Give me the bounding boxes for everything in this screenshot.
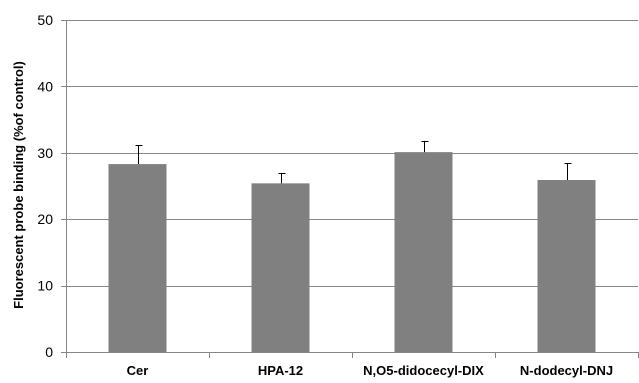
x-category-label-1: Cer (127, 363, 149, 378)
error-bars (136, 141, 572, 183)
x-category-labels: Cer HPA-12 N,O5-didocecyl-DIX N-dodecyl-DNJ (127, 363, 613, 378)
bar-3 (395, 152, 453, 352)
y-tick-labels: 0 10 20 30 40 50 (37, 12, 53, 360)
bar-1 (109, 164, 167, 352)
y-axis-title: Fluorescent probe binding (%of control) (11, 61, 26, 309)
y-tick-label-10: 10 (37, 278, 53, 294)
y-tick-label-0: 0 (45, 344, 53, 360)
bars (109, 152, 596, 352)
y-tick-label-50: 50 (37, 12, 53, 28)
x-category-label-2: HPA-12 (258, 363, 303, 378)
x-category-label-4: N-dodecyl-DNJ (520, 363, 613, 378)
bar-4 (538, 180, 596, 352)
x-category-label-3: N,O5-didocecyl-DIX (363, 363, 484, 378)
bar-2 (252, 183, 310, 352)
y-tick-label-40: 40 (37, 78, 53, 94)
y-tick-label-30: 30 (37, 145, 53, 161)
y-tick-label-20: 20 (37, 211, 53, 227)
